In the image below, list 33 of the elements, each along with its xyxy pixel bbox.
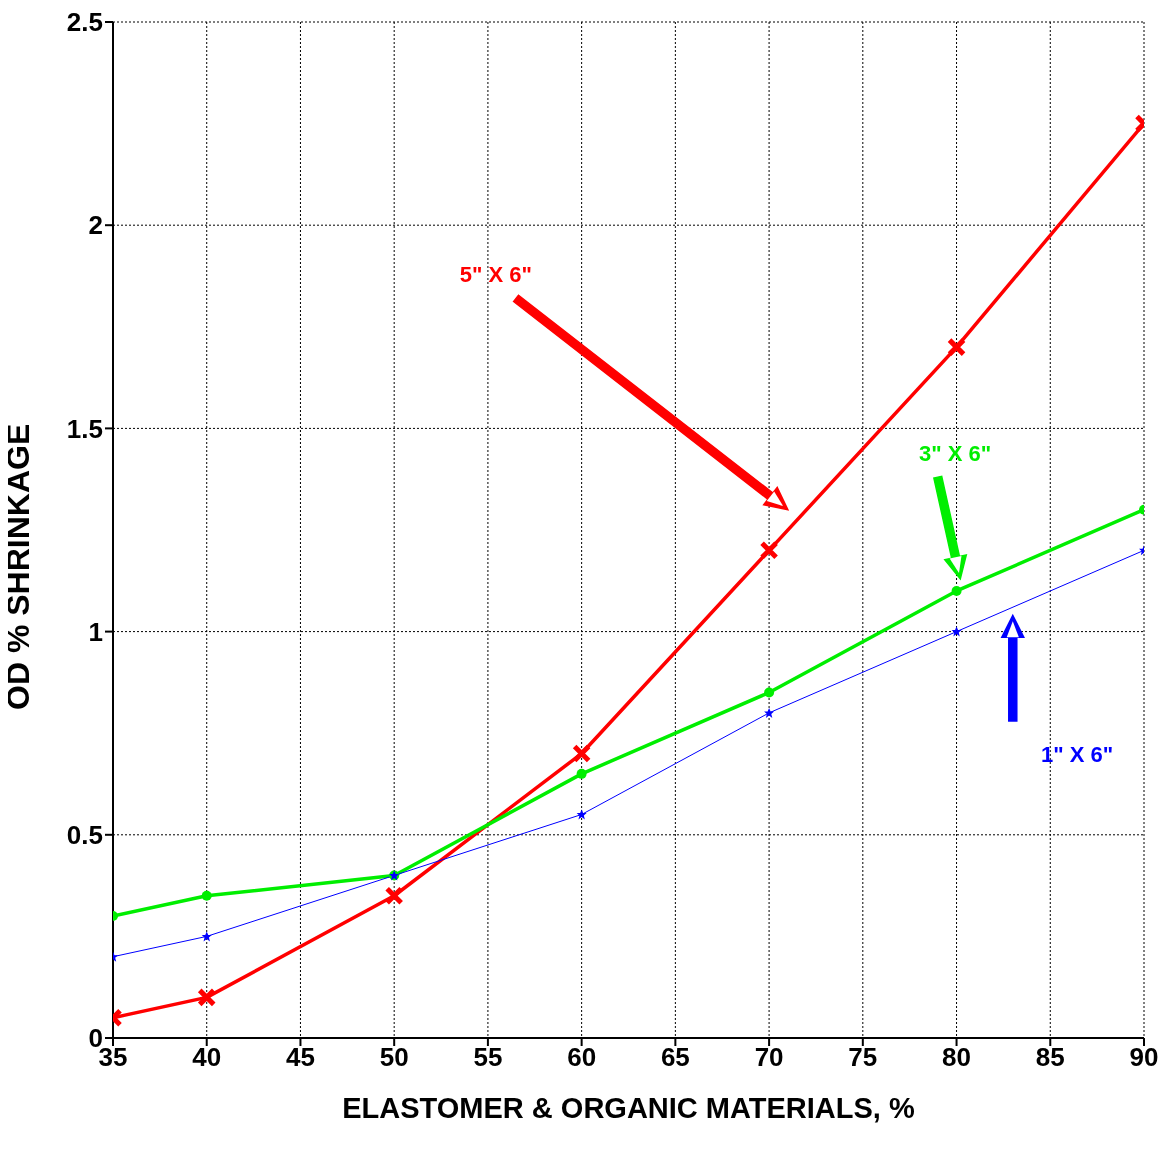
text: 1" X 6" [1040,741,1114,767]
point [576,809,587,820]
x-axis-title: ELASTOMER & ORGANIC MATERIALS, % [342,1092,915,1124]
x-tick-label: 70 [754,1042,784,1073]
y-tick-label: 1 [88,616,103,647]
point [197,987,217,1007]
point [572,744,592,764]
x-tick-label: 75 [848,1042,878,1073]
point [201,931,212,942]
point [384,886,404,906]
y-tick-label: 2.5 [66,7,103,38]
point [951,626,962,637]
x-tick-label: 55 [473,1042,503,1073]
point [951,585,962,596]
point [201,890,212,901]
y-tick-label: 0.5 [66,820,103,851]
point [764,687,775,698]
y-tick-label: 1.5 [66,413,103,444]
y-tick-label: 2 [88,210,103,241]
point [947,337,967,357]
x-tick-label: 85 [1035,1042,1065,1073]
x-tick-label: 90 [1129,1042,1159,1073]
point [576,768,587,779]
x-tick-label: 65 [660,1042,690,1073]
x-tick-label: 45 [285,1042,315,1073]
x-tick-label: 40 [192,1042,222,1073]
x-tick-label: 60 [567,1042,597,1073]
text: 3" X 6" [919,440,992,466]
point [759,540,779,560]
x-tick-label: 50 [379,1042,409,1073]
point [764,707,775,718]
x-tick-label: 80 [942,1042,972,1073]
text: 5" X 6" [459,262,533,288]
